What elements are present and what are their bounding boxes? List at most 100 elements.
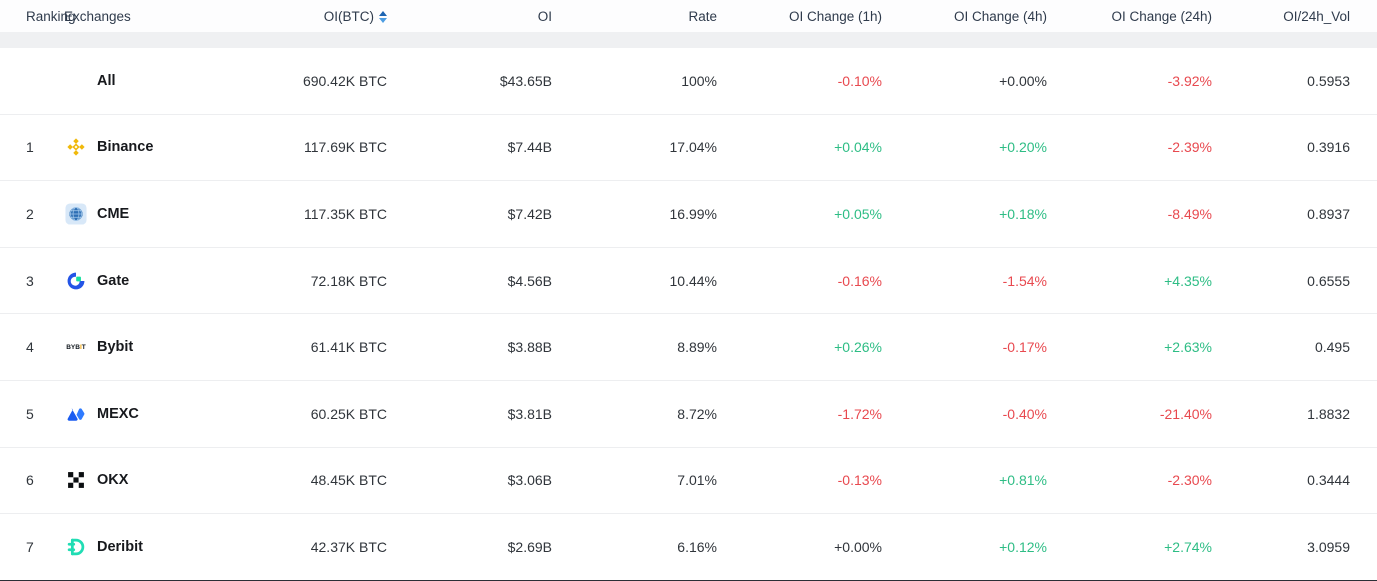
ranking-value: 6 [26,472,34,489]
oi-change-4h-value: +0.12% [999,539,1047,556]
oi-btc-value: 72.18K BTC [310,272,387,289]
oi-24h-vol-value: 0.5953 [1307,72,1350,89]
oi-change-1h-value: -1.72% [837,405,882,422]
exchange-name: CME [97,205,130,222]
col-header-oi[interactable]: OI [537,8,552,24]
oi-value: $4.56B [507,272,552,289]
ranking-value: 3 [26,272,34,289]
oi-change-24h-value: -21.40% [1159,405,1212,422]
exchange-cell: CME [64,202,222,226]
col-header-oi-btc[interactable]: OI(BTC) [222,9,387,24]
header-divider-band [0,32,1377,48]
exchange-cell: Deribit [64,535,222,559]
okx-icon [64,468,88,492]
oi-btc-value: 60.25K BTC [310,405,387,422]
oi-change-4h-value: -0.17% [1002,339,1047,356]
oi-value: $7.42B [507,205,552,222]
oi-change-4h-value: +0.18% [999,205,1047,222]
exchange-name: MEXC [97,405,139,422]
exchange-cell: All [64,69,222,93]
sort-arrows-icon[interactable] [379,10,387,23]
exchange-name: Binance [97,139,154,156]
ranking-value: 5 [26,405,34,422]
table-row-binance[interactable]: 1 Binance 117.69K BTC $7.44B 17.04% +0.0… [0,114,1377,182]
oi-value: $2.69B [507,539,552,556]
oi-24h-vol-value: 0.3444 [1307,472,1350,489]
table-row-all[interactable]: All 690.42K BTC $43.65B 100% -0.10% +0.0… [0,48,1377,115]
rate-value: 10.44% [669,272,717,289]
table-row-cme[interactable]: 2 CME 117.35K BTC $7.42B 16.99% [0,181,1377,248]
oi-btc-value: 61.41K BTC [310,339,387,356]
binance-icon [64,135,88,159]
oi-change-24h-value: +2.63% [1164,339,1212,356]
oi-change-24h-value: -2.39% [1167,139,1212,156]
col-header-oi-change-4h[interactable]: OI Change (4h) [953,8,1047,24]
rate-value: 6.16% [677,539,717,556]
table-row-okx[interactable]: 6 OKX 48.45K BTC $3.06B 7.01% -0.13% +0.… [0,447,1377,515]
col-header-ranking[interactable]: Ranking [26,8,76,24]
oi-value: $7.44B [507,139,552,156]
oi-24h-vol-value: 0.6555 [1307,272,1350,289]
oi-btc-value: 117.35K BTC [303,205,387,222]
oi-change-1h-value: -0.16% [837,272,882,289]
oi-value: $3.88B [507,339,552,356]
oi-change-4h-value: -1.54% [1002,272,1047,289]
oi-change-4h-value: +0.81% [999,472,1047,489]
exchange-name: OKX [97,472,129,489]
oi-24h-vol-value: 0.3916 [1307,139,1350,156]
oi-change-24h-value: -3.92% [1167,72,1212,89]
table-row-deribit[interactable]: 7 Deribit 42.37K BTC $2.69B 6.16% +0.00%… [0,514,1377,580]
cme-icon [64,202,88,226]
rate-value: 7.01% [677,472,717,489]
oi-change-1h-value: -0.13% [837,472,882,489]
ranking-value: 2 [26,205,34,222]
oi-change-4h-value: +0.20% [999,139,1047,156]
col-header-oi-24h-vol[interactable]: OI/24h_Vol [1283,8,1350,24]
oi-change-24h-value: +4.35% [1164,272,1212,289]
oi-24h-vol-value: 0.495 [1314,339,1350,356]
oi-value: $3.06B [507,472,552,489]
rate-value: 17.04% [669,139,717,156]
rate-value: 8.89% [677,339,717,356]
oi-btc-value: 690.42K BTC [302,72,387,89]
oi-btc-value: 48.45K BTC [310,472,387,489]
exchange-name: Gate [97,272,130,289]
oi-change-1h-value: +0.04% [834,139,882,156]
oi-change-24h-value: -8.49% [1167,205,1212,222]
col-header-exchanges[interactable]: Exchanges [64,8,131,24]
table-row-gate[interactable]: 3 Gate 72.18K BTC $4.56B 10.44% -0.16% -… [0,247,1377,315]
oi-btc-value: 117.69K BTC [303,139,387,156]
col-header-oi-change-1h[interactable]: OI Change (1h) [788,8,882,24]
oi-change-24h-value: -2.30% [1167,472,1212,489]
oi-24h-vol-value: 0.8937 [1307,205,1350,222]
oi-value: $3.81B [507,405,552,422]
ranking-value: 1 [26,139,34,156]
oi-24h-vol-value: 1.8832 [1307,405,1350,422]
exchange-name: All [97,72,116,89]
rate-value: 8.72% [677,405,717,422]
table-row-mexc[interactable]: 5 MEXC 60.25K BTC $3.81B 8.72% -1.72% -0… [0,380,1377,448]
col-header-oi-change-24h[interactable]: OI Change (24h) [1111,8,1212,24]
mexc-icon [64,402,88,426]
exchange-cell: OKX [64,468,222,492]
exchange-cell: BYB I T Bybit [64,335,222,359]
deribit-icon [64,535,88,559]
oi-change-1h-value: +0.00% [834,539,882,556]
exchange-name: Bybit [97,339,134,356]
oi-btc-value: 42.37K BTC [310,539,387,556]
col-header-rate[interactable]: Rate [688,8,717,24]
oi-value: $43.65B [499,72,552,89]
exchange-cell: Binance [64,135,222,159]
rate-value: 100% [681,72,717,89]
oi-change-1h-value: +0.05% [834,205,882,222]
exchange-name: Deribit [97,539,143,556]
col-header-oi-btc-label: OI(BTC) [323,8,374,24]
rate-value: 16.99% [669,205,717,222]
ranking-value: 7 [26,539,34,556]
oi-change-1h-value: -0.10% [837,72,882,89]
oi-change-4h-value: -0.40% [1002,405,1047,422]
oi-change-4h-value: +0.00% [999,72,1047,89]
oi-change-1h-value: +0.26% [834,339,882,356]
table-row-bybit[interactable]: 4 BYB I T Bybit 61.41K BTC $3.88B 8.89% +0… [0,314,1377,381]
